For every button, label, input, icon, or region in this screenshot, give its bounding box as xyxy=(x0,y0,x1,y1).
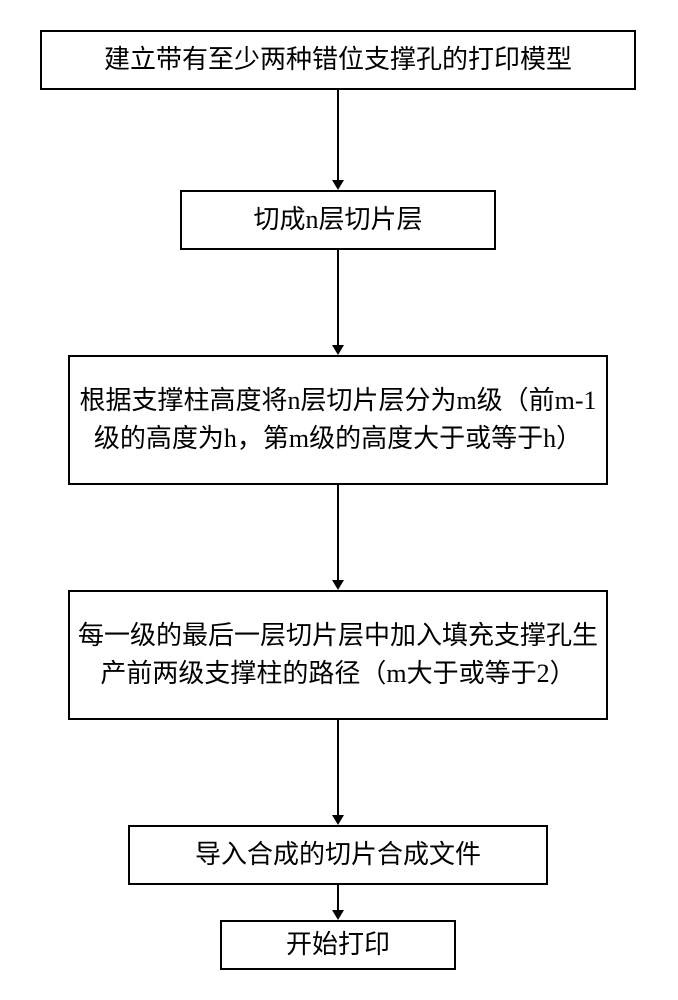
edge-arrowhead-n1-n2 xyxy=(332,180,344,190)
flow-node-text-n4: 每一级的最后一层切片层中加入填充支撑孔生产前两级支撑柱的路径（m大于或等于2） xyxy=(70,617,606,692)
edge-arrowhead-n3-n4 xyxy=(332,580,344,590)
flow-node-n1: 建立带有至少两种错位支撑孔的打印模型 xyxy=(40,30,636,90)
flow-node-n2: 切成n层切片层 xyxy=(180,190,496,250)
flow-node-text-n1: 建立带有至少两种错位支撑孔的打印模型 xyxy=(98,41,578,79)
flow-node-text-n3: 根据支撑柱高度将n层切片层分为m级（前m-1级的高度为h，第m级的高度大于或等于… xyxy=(70,382,606,457)
flow-node-n5: 导入合成的切片合成文件 xyxy=(128,825,548,885)
flow-node-n3: 根据支撑柱高度将n层切片层分为m级（前m-1级的高度为h，第m级的高度大于或等于… xyxy=(68,355,608,485)
flow-node-n6: 开始打印 xyxy=(220,920,456,970)
edge-arrowhead-n5-n6 xyxy=(332,910,344,920)
flow-node-text-n6: 开始打印 xyxy=(280,926,396,964)
flow-node-n4: 每一级的最后一层切片层中加入填充支撑孔生产前两级支撑柱的路径（m大于或等于2） xyxy=(68,590,608,720)
edge-arrowhead-n2-n3 xyxy=(332,345,344,355)
flow-node-text-n2: 切成n层切片层 xyxy=(247,201,428,239)
edge-arrowhead-n4-n5 xyxy=(332,815,344,825)
flow-node-text-n5: 导入合成的切片合成文件 xyxy=(189,836,487,874)
